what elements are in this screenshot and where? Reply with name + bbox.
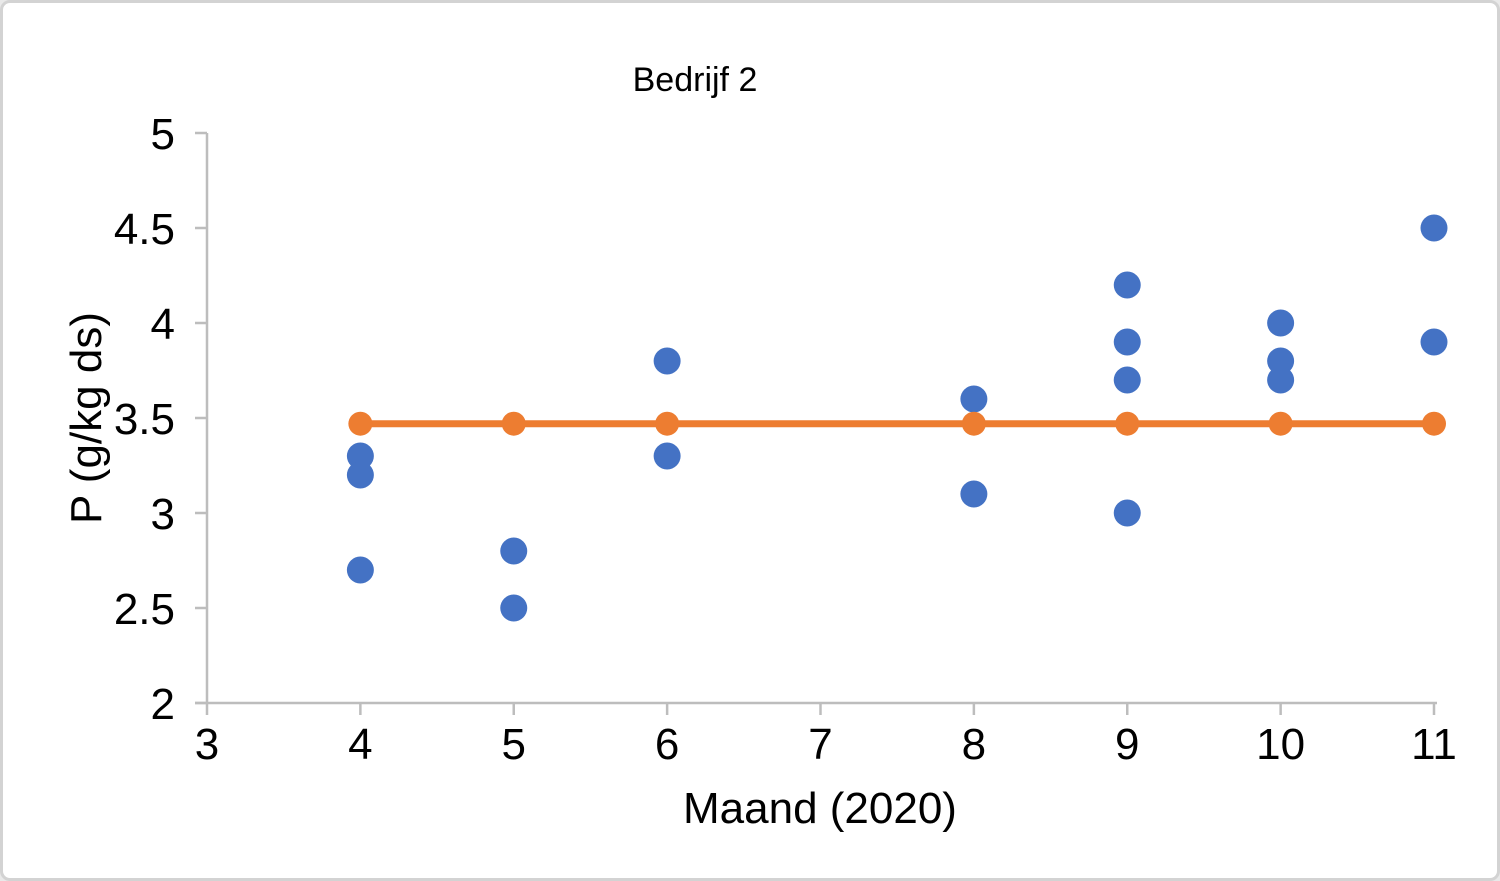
- line-marker: [501, 411, 526, 436]
- data-point: [1267, 309, 1295, 337]
- y-tick-label: 4.5: [114, 205, 175, 254]
- x-axis-title: Maand (2020): [683, 784, 957, 833]
- y-tick-label: 3.5: [114, 395, 175, 444]
- y-tick-label: 3: [151, 490, 175, 539]
- data-point: [346, 442, 374, 470]
- data-point: [346, 556, 374, 584]
- data-point: [346, 461, 374, 489]
- y-tick-label: 2: [151, 680, 175, 729]
- data-point: [500, 537, 528, 565]
- data-point: [1113, 328, 1141, 356]
- scatter-plot: Bedrijf 2 Maand (2020) P (g/kg ds) 2 2.5 3…: [62, 61, 1457, 833]
- data-point: [500, 594, 528, 622]
- y-tick-label: 2.5: [114, 585, 175, 634]
- line-marker: [348, 411, 373, 436]
- x-tick-label: 6: [655, 720, 679, 769]
- axes-layer: 2 2.5 3 3.5 4 4.5 5 3 4 5 6 7 8 9 10 11: [114, 110, 1457, 769]
- line-marker: [1422, 411, 1446, 436]
- data-point: [960, 385, 988, 413]
- y-tick-label: 5: [151, 110, 175, 159]
- data-point: [1113, 271, 1141, 299]
- data-point: [1420, 214, 1448, 242]
- x-tick-label: 10: [1256, 720, 1305, 769]
- line-marker: [1268, 411, 1293, 436]
- x-tick-label: 4: [348, 720, 372, 769]
- chart-title: Bedrijf 2: [633, 61, 758, 99]
- data-point: [1113, 366, 1141, 394]
- series-layer: [346, 214, 1448, 622]
- x-tick-label: 3: [195, 720, 219, 769]
- x-tick-label: 7: [808, 720, 832, 769]
- x-tick-label: 8: [962, 720, 986, 769]
- y-tick-label: 4: [151, 300, 175, 349]
- y-axis-title: P (g/kg ds): [62, 312, 111, 524]
- x-tick-label: 9: [1115, 720, 1139, 769]
- x-tick-label: 5: [502, 720, 526, 769]
- data-point: [1267, 366, 1295, 394]
- line-marker: [961, 411, 986, 436]
- x-tick-label: 11: [1411, 720, 1457, 769]
- data-point: [960, 480, 988, 508]
- data-point: [653, 442, 681, 470]
- line-marker: [655, 411, 680, 436]
- data-point: [653, 347, 681, 375]
- data-point: [1420, 328, 1448, 356]
- line-marker: [1115, 411, 1140, 436]
- data-point: [1113, 499, 1141, 527]
- data-point: [1267, 347, 1295, 375]
